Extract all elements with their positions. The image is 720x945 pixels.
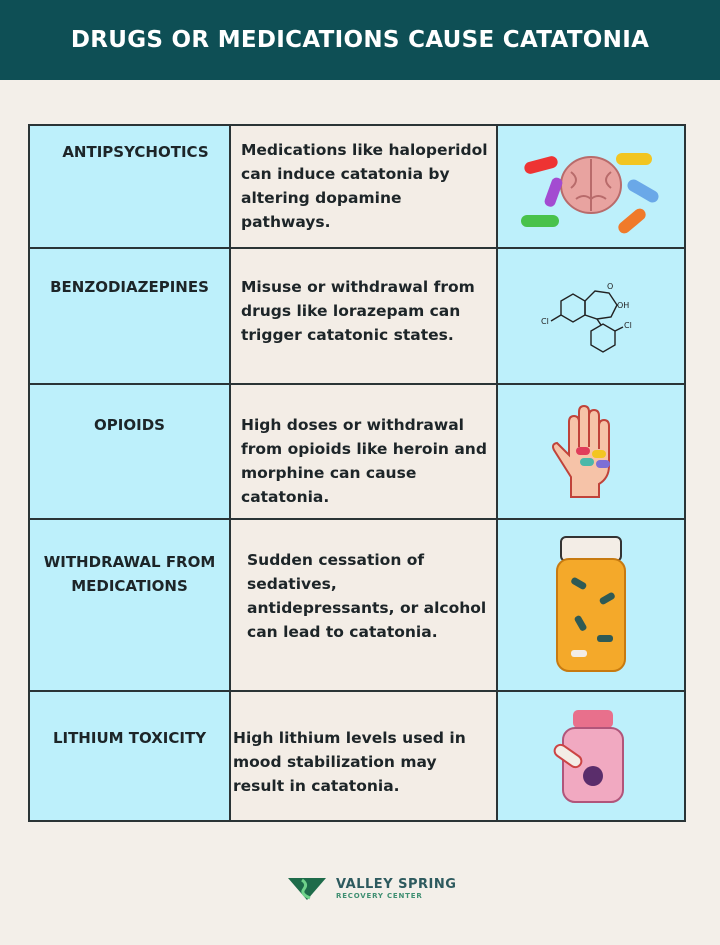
lorazepam-molecule-icon: Cl Cl OH O — [496, 249, 686, 383]
pill-bottle-icon — [496, 520, 686, 690]
causes-table: ANTIPSYCHOTICS Medications like haloperi… — [28, 124, 686, 822]
logo-subtitle: RECOVERY CENTER — [336, 891, 423, 900]
table-row: BENZODIAZEPINES Misuse or withdrawal fro… — [28, 249, 686, 385]
svg-text:O: O — [607, 282, 613, 291]
svg-text:Cl: Cl — [541, 317, 549, 326]
description-cell: Sudden cessation of sedatives, antidepre… — [231, 520, 496, 690]
category-cell: LITHIUM TOXICITY — [28, 692, 231, 820]
table-row: ANTIPSYCHOTICS Medications like haloperi… — [28, 126, 686, 249]
description-cell: Misuse or withdrawal from drugs like lor… — [231, 249, 496, 383]
logo-mark-icon — [288, 878, 326, 900]
description-cell: Medications like haloperidol can induce … — [231, 126, 496, 247]
svg-text:Cl: Cl — [624, 321, 632, 330]
description-cell: High lithium levels used in mood stabili… — [231, 692, 496, 820]
table-row: OPIOIDS High doses or withdrawal from op… — [28, 385, 686, 520]
logo-name: VALLEY SPRING — [336, 876, 457, 892]
svg-text:OH: OH — [617, 301, 629, 310]
hand-pills-icon — [496, 385, 686, 518]
page-title: DRUGS OR MEDICATIONS CAUSE CATATONIA — [0, 0, 720, 80]
category-cell: BENZODIAZEPINES — [28, 249, 231, 383]
table-row: WITHDRAWAL FROM MEDICATIONS Sudden cessa… — [28, 520, 686, 692]
table-row: LITHIUM TOXICITY High lithium levels use… — [28, 692, 686, 822]
description-cell: High doses or withdrawal from opioids li… — [231, 385, 496, 518]
poison-bottle-icon — [496, 692, 686, 820]
brain-pills-icon — [496, 126, 686, 247]
category-cell: OPIOIDS — [28, 385, 231, 518]
valley-spring-logo: VALLEY SPRING RECOVERY CENTER — [288, 876, 456, 900]
category-cell: WITHDRAWAL FROM MEDICATIONS — [28, 520, 231, 690]
category-cell: ANTIPSYCHOTICS — [28, 126, 231, 247]
